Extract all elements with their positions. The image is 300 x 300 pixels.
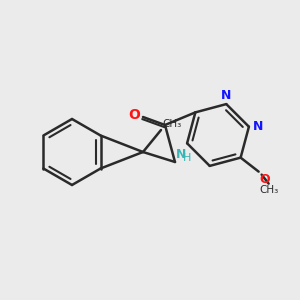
- Text: N: N: [176, 148, 186, 161]
- Text: CH₃: CH₃: [162, 119, 181, 129]
- Text: O: O: [260, 172, 270, 186]
- Text: CH₃: CH₃: [259, 184, 278, 195]
- Text: H: H: [183, 153, 191, 163]
- Text: O: O: [128, 108, 140, 122]
- Text: N: N: [221, 89, 232, 102]
- Text: N: N: [253, 120, 263, 133]
